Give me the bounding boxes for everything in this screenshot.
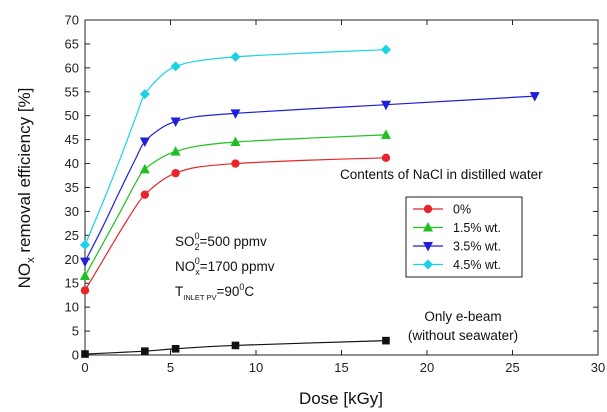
y-tick-label: 30 [65, 204, 79, 219]
y-tick-label: 55 [65, 84, 79, 99]
y-tick-label: 45 [65, 132, 79, 147]
series-4-point [141, 347, 149, 355]
series-4-point [382, 336, 390, 345]
x-tick-label: 0 [81, 360, 88, 375]
so2-condition: SO20=500 ppmv [175, 231, 267, 252]
axes: 0 5 10 15 20 25 30 0 5 10 15 20 25 30 35 40 45 50 55 60 65 70 [65, 13, 606, 376]
series-3-point [380, 44, 391, 55]
y-tick-label: 25 [65, 228, 79, 243]
series-line-4 [84, 340, 386, 355]
plot-frame [84, 19, 599, 356]
series-1-point [230, 136, 241, 147]
series-line-1 [84, 134, 386, 277]
series-line-0 [84, 157, 386, 291]
series-0-point [140, 190, 150, 199]
series-0-point [231, 159, 240, 168]
x-tick-label: 5 [167, 360, 174, 375]
ebeam-annotation-line2: (without seawater) [408, 328, 518, 343]
series-1-point [139, 163, 150, 174]
conditions-annotation: SO20=500 ppmv NOx0=1700 ppmv TINLET PV=9… [175, 231, 275, 302]
series-2-point [230, 109, 241, 119]
series-1-point [380, 129, 391, 139]
ebeam-annotation-line1: Only e-beam [424, 309, 501, 324]
legend-marker-3 [423, 259, 433, 270]
y-axis-title-rest: removal efficiency [%] [15, 88, 34, 258]
y-axis-title-main: NO [15, 263, 34, 289]
series-2-point [529, 92, 540, 102]
series-3-point [80, 239, 90, 250]
legend: 0% 1.5% wt. 3.5% wt. 4.5% wt. [405, 196, 523, 278]
series-2-point [139, 137, 150, 148]
nox-condition: NOx0=1700 ppmv [175, 256, 275, 277]
legend-marker-2 [423, 242, 433, 252]
legend-label-2: 3.5% wt. [453, 240, 501, 254]
series-4-point [81, 350, 89, 358]
legend-label-0: 0% [453, 203, 471, 217]
x-tick-label: 10 [249, 360, 263, 375]
series-2-point [80, 257, 90, 268]
series-line-3 [84, 49, 386, 246]
y-tick-label: 35 [65, 180, 79, 195]
y-tick-label: 15 [65, 276, 79, 291]
series-3-point [230, 51, 241, 62]
plot-area-border [84, 19, 599, 356]
series-4-point [171, 344, 180, 353]
x-tick-label: 25 [505, 360, 519, 375]
y-tick-label: 40 [65, 156, 79, 171]
series-1-point [80, 270, 90, 281]
legend-marker-0 [423, 204, 433, 214]
x-axis-title: Dose [kGy] [299, 389, 383, 408]
series-4-point [231, 341, 240, 350]
legend-label-3: 4.5% wt. [453, 258, 501, 272]
y-tick-label: 70 [65, 13, 79, 28]
y-tick-label: 0 [72, 348, 79, 363]
y-tick-label: 50 [65, 108, 79, 123]
series-1-point [170, 146, 181, 156]
series-3-point [170, 61, 181, 72]
y-axis-title-sub: x [25, 257, 37, 263]
series-3-point [139, 89, 150, 100]
y-tick-label: 5 [72, 324, 79, 339]
y-axis-title: NOx removal efficiency [%] [15, 88, 37, 289]
x-tick-label: 20 [420, 360, 434, 375]
series-2-point [170, 117, 181, 127]
series-2-point [380, 100, 391, 111]
series-0-point [171, 168, 180, 178]
y-tick-label: 60 [65, 60, 79, 75]
series-markers [80, 44, 540, 358]
series-0-point [381, 153, 391, 163]
series-0-point [80, 286, 90, 295]
y-tick-label: 10 [65, 300, 79, 315]
y-tick-label: 65 [65, 36, 79, 51]
temperature-condition: TINLET PV=900C [175, 282, 254, 302]
legend-title: Contents of NaCl in distilled water [340, 167, 543, 182]
y-tick-label: 20 [65, 252, 79, 267]
x-tick-label: 30 [591, 360, 605, 375]
legend-label-1: 1.5% wt. [453, 221, 501, 235]
x-tick-label: 15 [334, 360, 348, 375]
legend-marker-1 [423, 222, 433, 232]
